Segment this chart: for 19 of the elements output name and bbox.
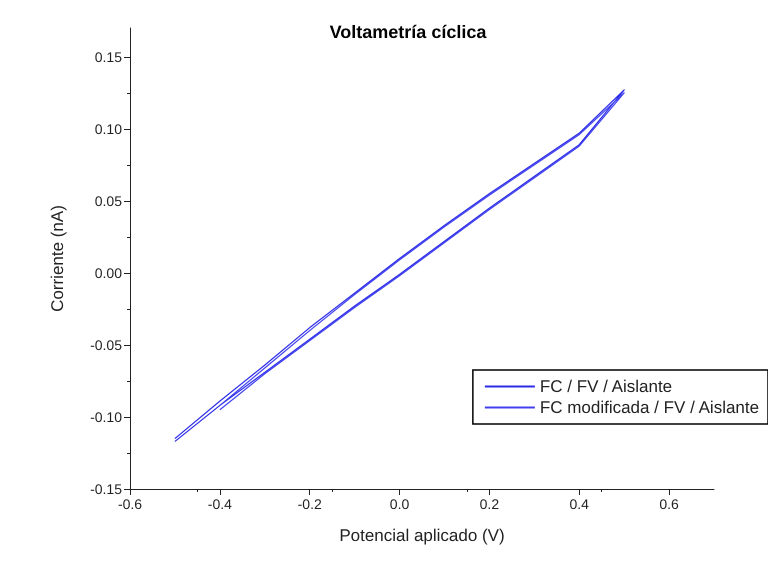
y-tick-label: 0.05 bbox=[94, 192, 122, 209]
x-tick-label: -0.2 bbox=[298, 496, 322, 512]
y-tick-label: 0.10 bbox=[94, 120, 122, 137]
x-tick-label: 0.0 bbox=[390, 496, 410, 512]
y-tick-label: -0.10 bbox=[90, 408, 122, 425]
x-tick-label: -0.6 bbox=[118, 496, 142, 512]
legend-label: FC modificada / FV / Aislante bbox=[540, 398, 760, 417]
x-tick-label: -0.4 bbox=[208, 496, 232, 512]
chart-title: Voltametría cíclica bbox=[330, 22, 488, 42]
x-axis-title: Potencial aplicado (V) bbox=[339, 526, 505, 545]
x-tick-label: 0.2 bbox=[480, 496, 500, 512]
y-tick-label: -0.15 bbox=[90, 481, 122, 497]
y-tick-label: 0.00 bbox=[94, 264, 122, 281]
legend-label: FC / FV / Aislante bbox=[540, 377, 672, 396]
y-tick-label: -0.05 bbox=[90, 336, 122, 353]
x-tick-label: 0.4 bbox=[569, 496, 590, 512]
x-tick-label: 0.6 bbox=[659, 496, 680, 512]
y-tick-label: 0.15 bbox=[94, 48, 122, 65]
y-axis-title: Corriente (nA) bbox=[48, 205, 67, 312]
